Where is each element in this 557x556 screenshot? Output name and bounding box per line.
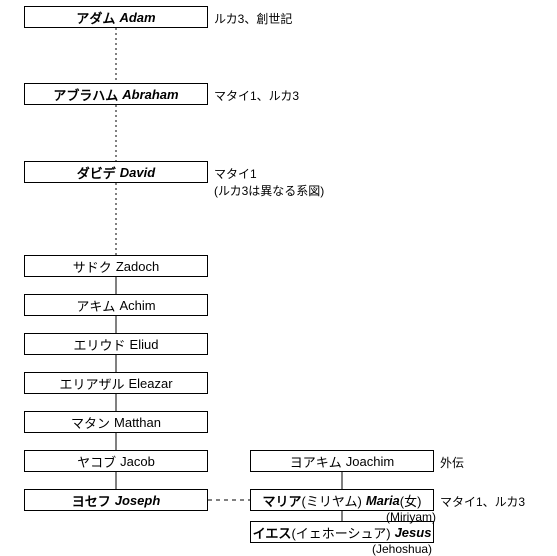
node-maria: マリア(ミリヤム) Maria (女) — [250, 489, 434, 511]
annot-a-david1: マタイ1 — [214, 165, 257, 182]
node-label-en: Jacob — [120, 454, 155, 469]
node-eliud: エリウド Eliud — [24, 333, 208, 355]
node-label-suffix: (女) — [400, 491, 422, 510]
node-label-jp: イエス — [253, 523, 292, 542]
annot-a-david2: (ルカ3は異なる系図) — [214, 182, 324, 199]
node-label-jp: サドク — [73, 257, 112, 276]
node-jesus: イエス(イェホーシュア) Jesus — [250, 521, 434, 543]
node-jacob: ヤコブ Jacob — [24, 450, 208, 472]
node-label-jp: ヨアキム — [290, 452, 342, 471]
node-label-en: Achim — [119, 298, 155, 313]
node-label-jp: アダム — [76, 8, 115, 27]
node-label-paren: (イェホーシュア) — [291, 523, 390, 542]
node-label-en: Abraham — [122, 87, 178, 102]
node-label-en: Matthan — [114, 415, 161, 430]
node-label-jp: ダビデ — [77, 163, 116, 182]
node-label-jp: ヤコブ — [77, 452, 116, 471]
node-label-en: Eleazar — [128, 376, 172, 391]
node-label-en: Joseph — [115, 493, 161, 508]
node-label-en: Adam — [119, 10, 155, 25]
annot-a-adam: ルカ3、創世記 — [214, 10, 292, 27]
annot-a-joachim: 外伝 — [440, 454, 464, 471]
node-joseph: ヨセフ Joseph — [24, 489, 208, 511]
node-joachim: ヨアキム Joachim — [250, 450, 434, 472]
node-label-jp: アキム — [76, 296, 115, 315]
node-matthan: マタン Matthan — [24, 411, 208, 433]
node-eleazar: エリアザル Eleazar — [24, 372, 208, 394]
node-label-en: Maria — [366, 493, 400, 508]
node-label-en: Zadoch — [116, 259, 159, 274]
annot-a-abraham: マタイ1、ルカ3 — [214, 87, 299, 104]
node-label-paren: (ミリヤム) — [302, 491, 362, 510]
node-label-en: Eliud — [130, 337, 159, 352]
annot-a-maria2: (Miriyam) — [386, 510, 436, 524]
node-label-jp: マリア — [263, 491, 302, 510]
node-label-jp: マタン — [71, 413, 110, 432]
annot-a-jesus2: (Jehoshua) — [372, 542, 432, 556]
node-david: ダビデ David — [24, 161, 208, 183]
node-zadoch: サドク Zadoch — [24, 255, 208, 277]
node-label-jp: エリアザル — [59, 374, 124, 393]
node-label-jp: ヨセフ — [72, 491, 111, 510]
node-label-en: Joachim — [346, 454, 394, 469]
node-achim: アキム Achim — [24, 294, 208, 316]
node-adam: アダム Adam — [24, 6, 208, 28]
node-label-jp: エリウド — [74, 335, 126, 354]
node-abraham: アブラハム Abraham — [24, 83, 208, 105]
node-label-jp: アブラハム — [53, 85, 118, 104]
node-label-en: David — [120, 165, 155, 180]
node-label-en: Jesus — [395, 525, 432, 540]
annot-a-maria1: マタイ1、ルカ3 — [440, 493, 525, 510]
